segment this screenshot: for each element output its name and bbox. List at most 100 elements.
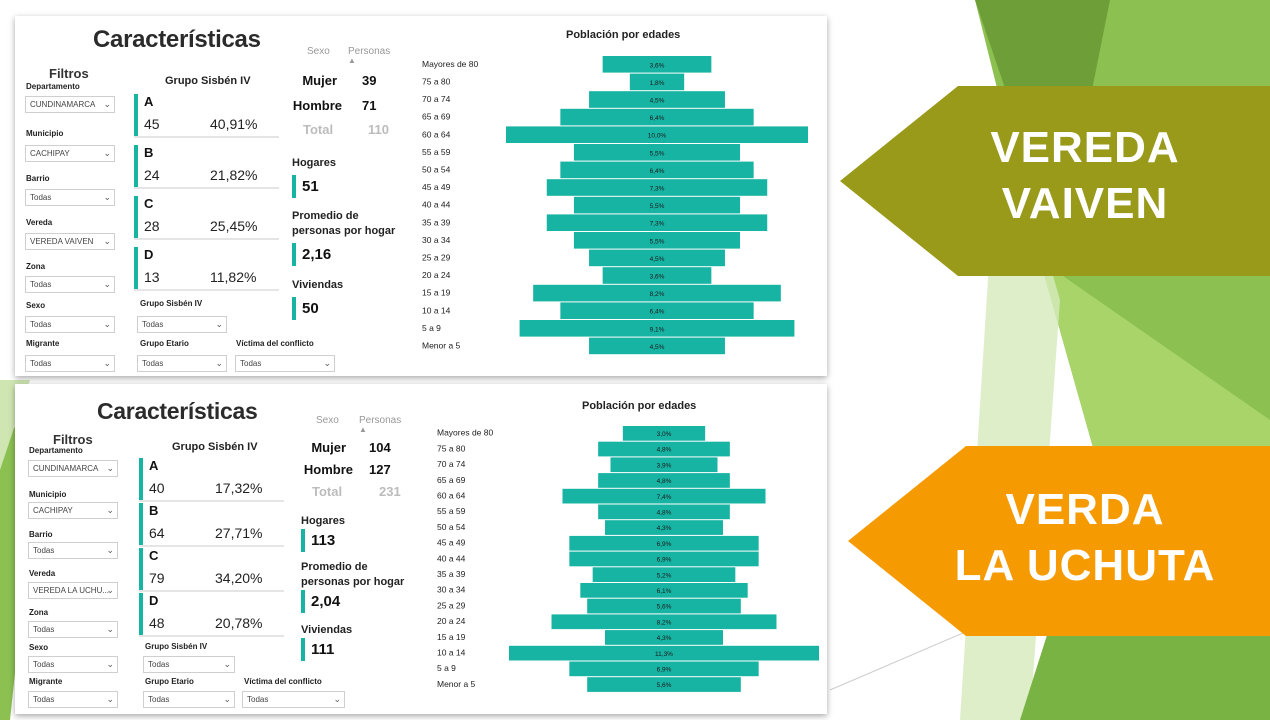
population-bar[interactable] [622, 426, 706, 441]
migrante-value: Todas [30, 359, 52, 368]
migrante-dropdown[interactable]: Todas ⌄ [25, 355, 115, 372]
chevron-down-icon: ⌄ [215, 358, 223, 368]
population-bar-label: 1,8% [650, 80, 665, 87]
population-bar[interactable] [598, 473, 730, 488]
filter-label-victima: Víctima del conflicto [236, 339, 314, 348]
population-bar-label: 4,5% [650, 97, 665, 104]
population-bar[interactable] [610, 457, 718, 473]
victima-dropdown[interactable]: Todas ⌄ [235, 355, 335, 372]
col-sexo-header[interactable]: Sexo [307, 46, 330, 57]
sexo-value: Todas [30, 320, 52, 329]
viviendas-value: 50 [302, 300, 319, 317]
kpi-accent-bar [301, 590, 305, 613]
population-bar[interactable] [602, 267, 712, 284]
population-bar-label: 11,3% [655, 651, 673, 658]
filter-label-departamento: Departamento [29, 446, 83, 455]
population-bar[interactable] [560, 161, 754, 179]
population-bar-label: 6,4% [650, 115, 665, 122]
municipio-dropdown[interactable]: CACHIPAY ⌄ [25, 145, 115, 162]
chevron-down-icon: ⌄ [103, 236, 111, 246]
population-bar[interactable] [551, 614, 777, 630]
grupo-etario-dropdown[interactable]: Todas ⌄ [137, 355, 227, 372]
population-bar[interactable] [546, 214, 768, 231]
population-bar[interactable] [605, 630, 723, 645]
population-bar[interactable] [569, 535, 759, 551]
population-bar[interactable] [589, 249, 725, 267]
sexo-dropdown[interactable]: Todas ⌄ [28, 656, 118, 673]
kpi-accent-bar [292, 175, 296, 198]
population-bar[interactable] [546, 179, 768, 196]
municipio-dropdown[interactable]: CACHIPAY ⌄ [28, 502, 118, 519]
col-sexo-header[interactable]: Sexo [316, 415, 339, 426]
population-bar[interactable] [533, 284, 781, 302]
dashboard-la-uchuta: Características Filtros Departamento CUN… [15, 384, 827, 714]
population-bar[interactable] [560, 302, 754, 319]
population-bar[interactable] [629, 73, 685, 91]
age-group-label: 30 a 34 [422, 235, 451, 245]
population-bar[interactable] [569, 551, 759, 567]
population-bar[interactable] [580, 583, 748, 598]
sisben-letter: B [149, 503, 159, 518]
col-personas-header[interactable]: Personas [359, 415, 402, 426]
chevron-down-icon: ⌄ [103, 99, 111, 109]
vereda-dropdown[interactable]: VEREDA LA UCHU... ⌄ [28, 582, 118, 599]
sexo-dropdown[interactable]: Todas ⌄ [25, 316, 115, 333]
chevron-down-icon: ⌄ [333, 694, 341, 704]
sisben-card-d: D 13 11,82% [134, 245, 279, 291]
viviendas-label: Viviendas [292, 279, 344, 291]
filter-label-migrante: Migrante [29, 677, 63, 686]
sisben-count: 24 [144, 167, 160, 183]
population-bar[interactable] [589, 91, 725, 108]
population-bar[interactable] [560, 108, 754, 126]
population-bar-label: 3,6% [650, 62, 665, 69]
population-bar[interactable] [587, 677, 741, 692]
population-bar[interactable] [589, 337, 725, 355]
age-group-label: 45 a 49 [437, 538, 466, 548]
sisben-pct: 20,78% [215, 615, 263, 631]
population-bar-label: 4,8% [657, 447, 672, 454]
population-bar[interactable] [602, 56, 712, 73]
population-bar[interactable] [569, 661, 759, 677]
population-bar[interactable] [605, 520, 723, 535]
population-bar[interactable] [506, 126, 808, 143]
grupo-etario-dropdown[interactable]: Todas ⌄ [143, 691, 235, 708]
chevron-down-icon: ⌄ [223, 694, 231, 704]
population-bar-label: 8,2% [657, 619, 672, 626]
population-bar[interactable] [573, 144, 741, 161]
population-bar[interactable] [587, 598, 741, 614]
departamento-dropdown[interactable]: CUNDINAMARCA ⌄ [25, 96, 115, 113]
migrante-dropdown[interactable]: Todas ⌄ [28, 691, 118, 708]
age-group-label: 55 a 59 [437, 506, 466, 516]
victima-dropdown[interactable]: Todas ⌄ [242, 691, 345, 708]
population-bar[interactable] [509, 645, 819, 661]
age-group-label: 20 a 24 [437, 616, 466, 626]
filter-label-sexo: Sexo [29, 643, 49, 652]
population-bar-label: 3,9% [657, 462, 672, 469]
departamento-value: CUNDINAMARCA [33, 464, 99, 473]
population-bar[interactable] [598, 441, 730, 457]
barrio-dropdown[interactable]: Todas ⌄ [28, 542, 118, 559]
population-bar-label: 5,6% [657, 682, 672, 689]
population-bar[interactable] [519, 320, 795, 337]
grupo-sisben-dropdown[interactable]: Todas ⌄ [143, 656, 235, 673]
population-bar-label: 3,6% [650, 273, 665, 280]
age-group-label: 70 a 74 [437, 459, 466, 469]
filter-label-departamento: Departamento [26, 82, 80, 91]
population-bar[interactable] [598, 504, 730, 520]
age-group-label: 35 a 39 [422, 217, 451, 227]
departamento-dropdown[interactable]: CUNDINAMARCA ⌄ [28, 460, 118, 477]
barrio-dropdown[interactable]: Todas ⌄ [25, 189, 115, 206]
zona-dropdown[interactable]: Todas ⌄ [25, 276, 115, 293]
population-bar[interactable] [562, 488, 766, 504]
zona-dropdown[interactable]: Todas ⌄ [28, 621, 118, 638]
grupo-sisben-dropdown[interactable]: Todas ⌄ [137, 316, 227, 333]
population-bar-label: 8,2% [650, 291, 665, 298]
population-bar-label: 6,1% [657, 588, 672, 595]
age-group-label: 25 a 29 [437, 600, 466, 610]
population-bar[interactable] [592, 567, 736, 582]
population-bar[interactable] [573, 196, 741, 214]
population-bar[interactable] [573, 232, 741, 249]
vereda-dropdown[interactable]: VEREDA VAIVEN ⌄ [25, 233, 115, 250]
col-personas-header[interactable]: Personas [348, 46, 391, 57]
population-bar-label: 5,2% [657, 572, 672, 579]
